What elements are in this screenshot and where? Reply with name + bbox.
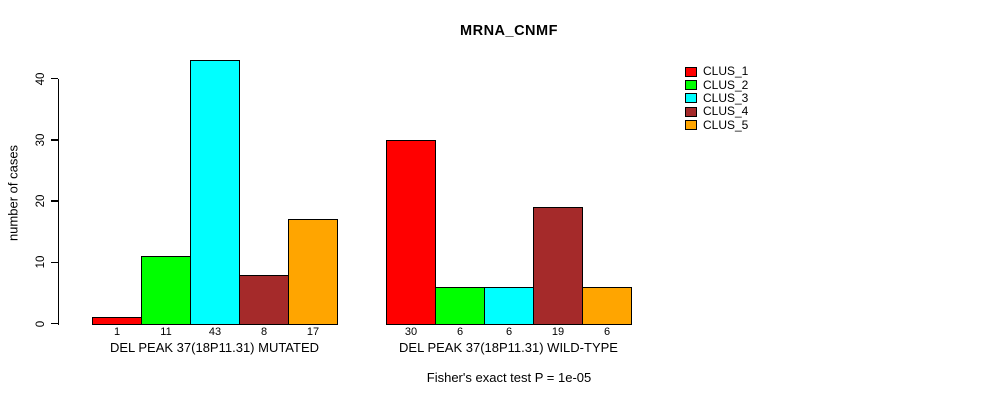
bar-clus_4-group1	[239, 274, 289, 325]
legend-label: CLUS_5	[703, 117, 749, 132]
legend-label: CLUS_2	[703, 77, 749, 92]
legend-swatch-clus_5	[685, 120, 697, 131]
legend-item-clus_3: CLUS_3	[685, 90, 749, 105]
y-axis-tick-label: 30	[35, 133, 47, 147]
bar-value-label: 6	[456, 326, 464, 338]
bar-clus_1-group2	[386, 139, 436, 325]
bar-value-label: 8	[260, 326, 268, 338]
y-axis-label: number of cases	[5, 144, 21, 242]
legend-swatch-clus_2	[685, 80, 697, 91]
y-axis-tick	[50, 139, 58, 141]
bar-value-label: 6	[505, 326, 513, 338]
bar-value-label: 1	[113, 326, 121, 338]
y-axis-tick	[50, 200, 58, 202]
legend-item-clus_2: CLUS_2	[685, 78, 748, 91]
legend-item-clus_5: CLUS_5	[685, 117, 749, 132]
legend-item-clus_1: CLUS_1	[685, 65, 748, 78]
y-axis-tick-label: 10	[35, 255, 47, 269]
legend-swatch-clus_4	[685, 106, 697, 117]
bar-value-label: 43	[208, 326, 222, 338]
chart-title: MRNA_CNMF	[460, 23, 558, 39]
bar-value-label: 11	[160, 326, 172, 338]
legend-label: CLUS_3	[703, 90, 749, 105]
y-axis-tick-label: 20	[35, 194, 47, 208]
bar-clus_5-group1	[288, 219, 338, 325]
y-axis-tick	[50, 77, 58, 80]
bar-value-label: 6	[603, 326, 611, 338]
y-axis-tick	[50, 322, 58, 325]
bar-clus_2-group1	[141, 256, 191, 325]
legend: CLUS_1 CLUS_2 CLUS_3 CLUS_4 CLUS_5	[685, 65, 748, 132]
legend-label: CLUS_4	[703, 104, 749, 119]
bar-clus_3-group1	[190, 60, 240, 325]
y-axis-tick-label: 40	[35, 72, 47, 85]
bar-value-label: 17	[306, 326, 320, 338]
legend-label: CLUS_1	[703, 64, 749, 79]
y-axis-tick	[50, 261, 58, 263]
bar-value-label: 30	[404, 326, 418, 338]
y-axis-tick-label: 0	[35, 320, 47, 327]
legend-swatch-clus_3	[685, 93, 697, 104]
bar-clus_5-group2	[582, 286, 632, 325]
x-axis-group-label: DEL PEAK 37(18P11.31) MUTATED	[109, 340, 320, 355]
annotation-text: Fisher's exact test P = 1e-05	[426, 370, 592, 385]
y-axis-line	[57, 78, 59, 325]
bar-clus_4-group2	[533, 207, 583, 325]
legend-swatch-clus_1	[685, 66, 697, 77]
x-axis-group-label: DEL PEAK 37(18P11.31) WILD-TYPE	[399, 340, 618, 355]
bar-clus_2-group2	[435, 286, 485, 325]
bar-value-label: 19	[551, 326, 565, 338]
legend-item-clus_4: CLUS_4	[685, 105, 748, 118]
bar-clus_1-group1	[92, 317, 142, 325]
bar-clus_3-group2	[484, 286, 534, 325]
